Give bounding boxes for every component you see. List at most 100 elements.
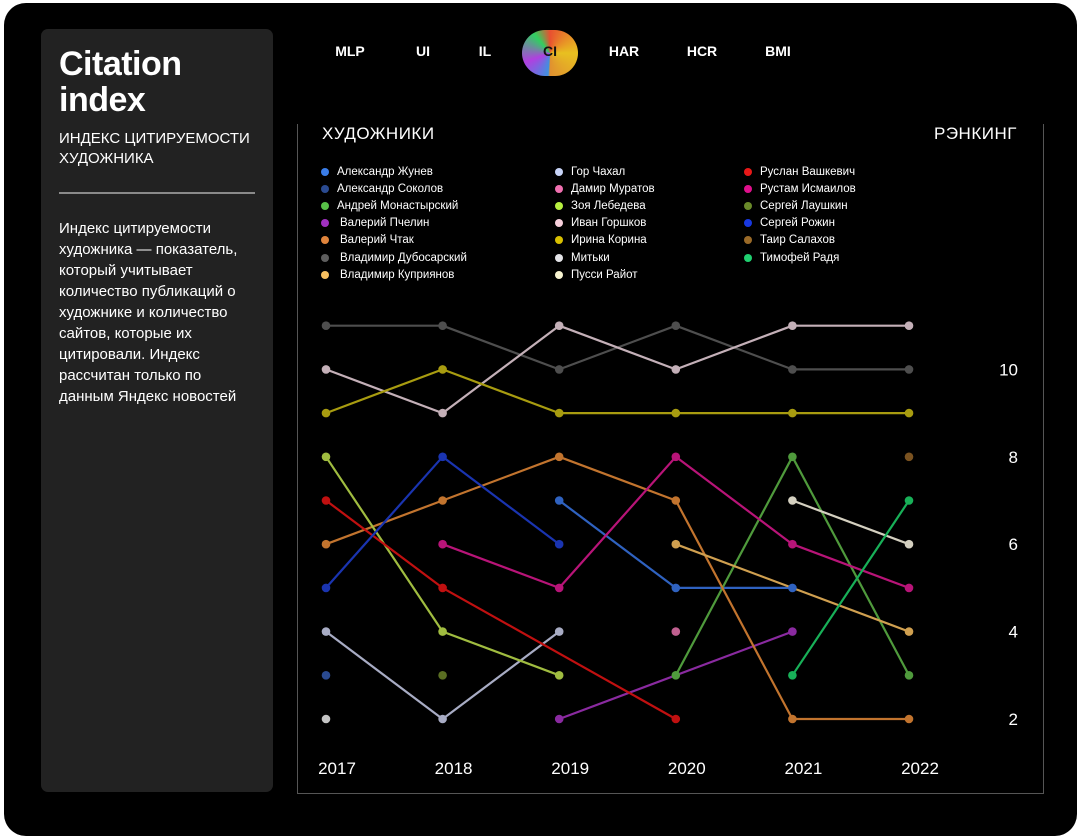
legend-item[interactable]: Таир Салахов: [744, 232, 856, 249]
data-point[interactable]: [438, 321, 447, 331]
data-point[interactable]: [554, 714, 564, 724]
legend-item[interactable]: Владимир Куприянов: [321, 266, 467, 283]
data-point[interactable]: [788, 627, 797, 636]
data-point[interactable]: [438, 408, 447, 418]
data-point[interactable]: [438, 583, 447, 593]
legend-title: ХУДОЖНИКИ: [322, 124, 435, 143]
legend-item[interactable]: Сергей Рожин: [744, 215, 856, 232]
data-point[interactable]: [788, 321, 797, 331]
data-point[interactable]: [438, 365, 447, 374]
tab-har[interactable]: HAR: [608, 43, 640, 59]
legend-item[interactable]: Митьки: [555, 249, 655, 266]
data-point[interactable]: [788, 539, 797, 549]
data-point[interactable]: [438, 671, 447, 680]
series-line-segment: [442, 630, 560, 677]
data-point[interactable]: [438, 714, 447, 724]
data-point[interactable]: [904, 452, 914, 462]
legend-item[interactable]: Валерий Чтак: [321, 232, 467, 249]
data-point[interactable]: [438, 496, 447, 505]
legend-item[interactable]: Александр Жунев: [321, 163, 467, 180]
tab-bmi[interactable]: BMI: [765, 43, 791, 59]
data-point[interactable]: [904, 583, 914, 593]
data-point[interactable]: [904, 321, 914, 331]
tab-il[interactable]: IL: [478, 43, 492, 59]
legend-item[interactable]: Руслан Вашкевич: [744, 163, 856, 180]
legend-item[interactable]: Андрей Монастырский: [321, 197, 467, 214]
series-line-segment: [442, 324, 560, 371]
tab-mlp[interactable]: MLP: [335, 43, 365, 59]
tab-ci[interactable]: CI: [522, 30, 578, 76]
data-point[interactable]: [438, 539, 447, 549]
legend-item[interactable]: Иван Горшков: [555, 215, 655, 232]
data-point[interactable]: [554, 627, 564, 636]
legend-item[interactable]: Зоя Лебедева: [555, 197, 655, 214]
data-point[interactable]: [554, 321, 564, 331]
data-point[interactable]: [671, 321, 681, 331]
data-point[interactable]: [904, 714, 914, 724]
data-point[interactable]: [904, 671, 914, 680]
data-point[interactable]: [321, 583, 331, 593]
legend-item[interactable]: Сергей Лаушкин: [744, 197, 856, 214]
x-tick-label: 2020: [668, 759, 706, 778]
data-point[interactable]: [904, 365, 914, 374]
data-point[interactable]: [671, 539, 681, 549]
legend-item[interactable]: Владимир Дубосарский: [321, 249, 467, 266]
tab-hcr[interactable]: HCR: [686, 43, 718, 59]
data-point[interactable]: [788, 408, 797, 418]
series-line-segment: [558, 499, 677, 589]
data-point[interactable]: [438, 627, 447, 636]
data-point[interactable]: [671, 583, 681, 593]
data-point[interactable]: [438, 452, 447, 462]
data-point[interactable]: [671, 452, 681, 462]
series-points: [321, 321, 914, 724]
legend-item[interactable]: Ирина Корина: [555, 232, 655, 249]
legend-item[interactable]: Пусси Райот: [555, 266, 655, 283]
data-point[interactable]: [321, 714, 331, 724]
data-point[interactable]: [904, 539, 914, 549]
legend-color-dot-icon: [555, 253, 563, 262]
data-point[interactable]: [671, 365, 681, 374]
data-point[interactable]: [554, 671, 564, 680]
data-point[interactable]: [321, 365, 331, 374]
data-point[interactable]: [321, 539, 331, 549]
data-point[interactable]: [321, 671, 331, 680]
legend-item[interactable]: Тимофей Радя: [744, 249, 856, 266]
data-point[interactable]: [321, 321, 331, 331]
legend-item[interactable]: Гор Чахал: [555, 163, 655, 180]
data-point[interactable]: [788, 496, 797, 505]
legend-item[interactable]: Валерий Пчелин: [321, 215, 467, 232]
legend-item[interactable]: Александр Соколов: [321, 180, 467, 197]
data-point[interactable]: [904, 496, 914, 505]
legend-color-dot-icon: [744, 253, 752, 262]
tab-ui[interactable]: UI: [416, 43, 430, 59]
data-point[interactable]: [554, 496, 564, 505]
legend-item[interactable]: Дамир Муратов: [555, 180, 655, 197]
data-point[interactable]: [554, 539, 564, 549]
data-point[interactable]: [671, 671, 681, 680]
data-point[interactable]: [671, 496, 681, 505]
data-point[interactable]: [904, 408, 914, 418]
data-point[interactable]: [788, 452, 797, 462]
data-point[interactable]: [788, 671, 797, 680]
data-point[interactable]: [554, 408, 564, 418]
legend-item[interactable]: Рустам Исмаилов: [744, 180, 856, 197]
data-point[interactable]: [788, 714, 797, 724]
data-point[interactable]: [904, 627, 914, 636]
series-line-segment: [325, 456, 444, 589]
legend-label: Андрей Монастырский: [337, 199, 459, 212]
data-point[interactable]: [671, 408, 681, 418]
data-point[interactable]: [554, 583, 564, 593]
data-point[interactable]: [554, 365, 564, 374]
data-point[interactable]: [321, 452, 331, 462]
data-point[interactable]: [671, 627, 681, 636]
data-point[interactable]: [321, 627, 331, 636]
data-point[interactable]: [788, 365, 797, 374]
series-lines: [325, 324, 910, 721]
data-point[interactable]: [788, 583, 797, 593]
data-point[interactable]: [554, 452, 564, 462]
data-point[interactable]: [321, 408, 331, 418]
x-tick-label: 2022: [901, 759, 939, 778]
data-point[interactable]: [671, 714, 681, 724]
legend-color-dot-icon: [744, 184, 752, 193]
data-point[interactable]: [321, 496, 331, 505]
